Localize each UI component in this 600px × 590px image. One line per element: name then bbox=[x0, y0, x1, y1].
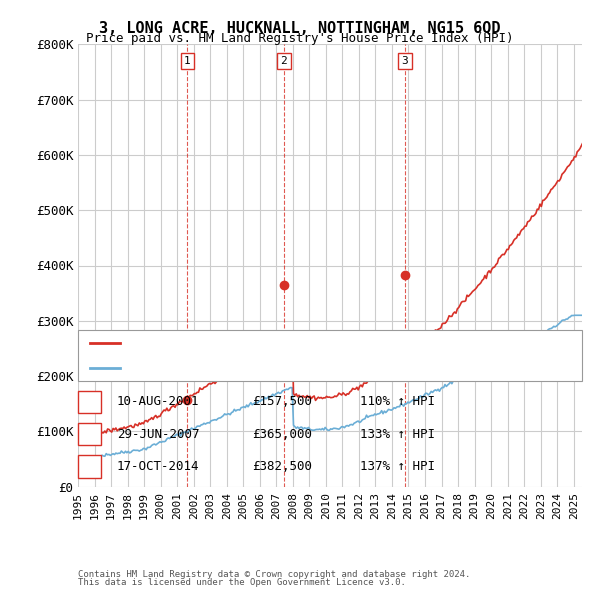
Text: 3: 3 bbox=[86, 460, 93, 473]
Text: 133% ↑ HPI: 133% ↑ HPI bbox=[360, 428, 435, 441]
Text: 2: 2 bbox=[280, 56, 287, 66]
Text: 1: 1 bbox=[184, 56, 191, 66]
Text: 10-AUG-2001: 10-AUG-2001 bbox=[117, 395, 199, 408]
Text: 1: 1 bbox=[86, 395, 93, 408]
Text: 3, LONG ACRE, HUCKNALL, NOTTINGHAM, NG15 6QD (detached house): 3, LONG ACRE, HUCKNALL, NOTTINGHAM, NG15… bbox=[126, 338, 507, 348]
Text: 2: 2 bbox=[86, 428, 93, 441]
Text: £365,000: £365,000 bbox=[252, 428, 312, 441]
Text: 29-JUN-2007: 29-JUN-2007 bbox=[117, 428, 199, 441]
Text: This data is licensed under the Open Government Licence v3.0.: This data is licensed under the Open Gov… bbox=[78, 578, 406, 587]
Text: Price paid vs. HM Land Registry's House Price Index (HPI): Price paid vs. HM Land Registry's House … bbox=[86, 32, 514, 45]
Text: 17-OCT-2014: 17-OCT-2014 bbox=[117, 460, 199, 473]
Text: HPI: Average price, detached house, Ashfield: HPI: Average price, detached house, Ashf… bbox=[126, 363, 401, 373]
Text: 110% ↑ HPI: 110% ↑ HPI bbox=[360, 395, 435, 408]
Text: 3: 3 bbox=[401, 56, 409, 66]
Text: Contains HM Land Registry data © Crown copyright and database right 2024.: Contains HM Land Registry data © Crown c… bbox=[78, 571, 470, 579]
Text: £382,500: £382,500 bbox=[252, 460, 312, 473]
Text: 137% ↑ HPI: 137% ↑ HPI bbox=[360, 460, 435, 473]
Text: £157,500: £157,500 bbox=[252, 395, 312, 408]
Text: 3, LONG ACRE, HUCKNALL, NOTTINGHAM, NG15 6QD: 3, LONG ACRE, HUCKNALL, NOTTINGHAM, NG15… bbox=[99, 21, 501, 35]
